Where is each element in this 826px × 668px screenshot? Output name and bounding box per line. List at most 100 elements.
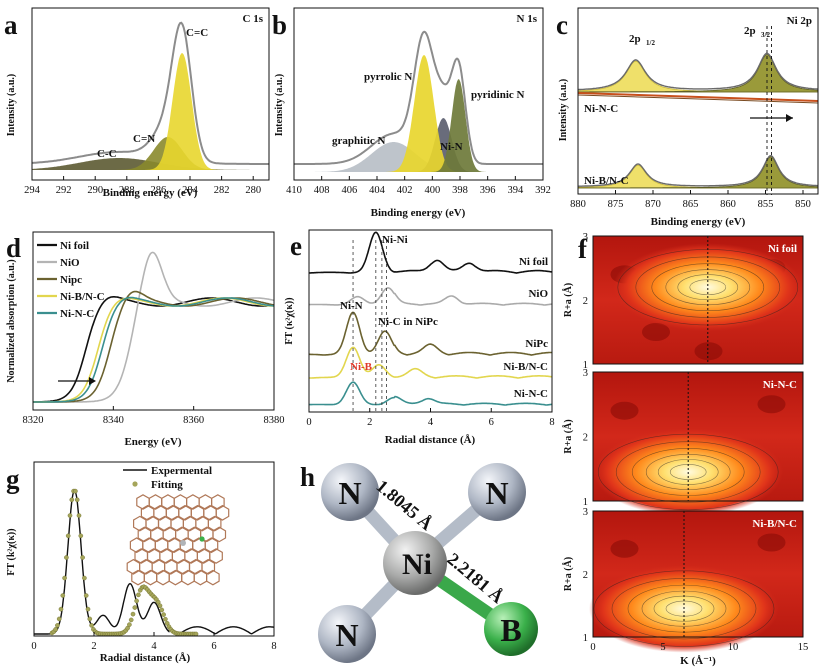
panel-f-ylabel-0: R+a (Å) xyxy=(562,283,574,317)
panel-b-xtick-label-6: 398 xyxy=(452,185,468,196)
panel-a-xtick-label-7: 280 xyxy=(245,185,261,196)
panel-a-xtick-label-2: 290 xyxy=(87,185,103,196)
panel-a-xtick-label-4: 286 xyxy=(151,185,167,196)
panel-g-fit-point xyxy=(132,605,138,610)
panel-h-atom-label-2: N xyxy=(335,617,358,653)
panel-a-xtick-label-5: 284 xyxy=(182,185,199,196)
panel-b-title: N 1s xyxy=(517,13,538,25)
panel-a-frame xyxy=(31,7,270,181)
panel-c-label-sub-b: 3/2 xyxy=(761,31,770,39)
panel-g-lattice-hex xyxy=(211,494,225,510)
panel-g-fit-point xyxy=(56,616,62,622)
panel-e-line-Ni-B-N-C xyxy=(308,346,553,379)
panel-h-atom-label-0: N xyxy=(338,475,361,511)
panel-f-ytick-0-1: 2 xyxy=(583,296,588,307)
panel-g-fit-point xyxy=(83,593,89,598)
panel-f-frame-0 xyxy=(592,235,804,365)
panel-g-fit-point xyxy=(53,627,58,632)
panel-f-xtick-1: 5 xyxy=(660,642,665,653)
panel-f-title-2: Ni-B/N-C xyxy=(752,518,797,530)
panel-d-line-Ni-N-C xyxy=(33,296,275,403)
panel-f-ytick-1-1: 2 xyxy=(583,433,588,444)
panel-c-envelope-0 xyxy=(577,52,819,91)
panel-f-contour-0-5 xyxy=(689,279,727,296)
panel-g-fit-point xyxy=(159,607,165,613)
panel-a-xlabel: Binding energy (eV) xyxy=(103,187,198,199)
panel-g-fit-point xyxy=(67,513,73,518)
panel-a-xtick-label-6: 282 xyxy=(214,185,230,196)
panel-b-xtick-label-2: 406 xyxy=(341,185,357,196)
panel-e-xtick-label-1: 2 xyxy=(367,417,372,428)
panel-b-label-pyridinic: pyridinic N xyxy=(471,89,525,101)
panel-g-fit-point xyxy=(78,533,84,539)
panel-c-frame xyxy=(577,7,819,195)
panel-g-lattice-hex xyxy=(181,569,195,586)
panel-g-lattice-hex xyxy=(212,526,227,543)
panel-e-line-NiO xyxy=(309,287,553,306)
panel-b-xtick-label-8: 394 xyxy=(507,185,524,196)
panel-g-legend-exp: Expermental xyxy=(151,465,212,477)
panel-letter-h: h xyxy=(300,462,315,492)
panel-b-xtick-label-7: 396 xyxy=(480,185,496,196)
panel-h-atom-label-1: N xyxy=(485,475,508,511)
panel-g-fit-point xyxy=(69,497,75,503)
panel-g-xtick-label-2: 4 xyxy=(151,641,157,652)
panel-letter-d: d xyxy=(6,233,21,263)
panel-f-frame-2 xyxy=(592,510,804,638)
panel-a-peak-C=C xyxy=(32,53,269,170)
panel-e-label-2: NiPc xyxy=(525,338,548,350)
panel-f-xtick-3: 15 xyxy=(798,642,809,653)
panel-g-lattice-hex xyxy=(193,569,208,586)
panel-b-xlabel: Binding energy (eV) xyxy=(371,207,466,219)
panel-g-ylabel: FT (k²χ(κ)) xyxy=(6,528,17,575)
panel-letter-a: a xyxy=(4,10,18,40)
panel-b-ylabel: Intensity (a.u.) xyxy=(274,74,285,137)
panel-c-shift-arrowhead xyxy=(786,114,793,122)
panel-d-frame xyxy=(32,231,275,411)
panel-g-lattice-hex xyxy=(204,537,219,554)
panel-c-baseline-ninc xyxy=(577,92,819,102)
panel-f-contour-0-2 xyxy=(651,263,765,312)
panel-f-dark-spot-2-1 xyxy=(757,533,786,552)
panel-b-label-graphitic: graphitic N xyxy=(332,135,386,147)
panel-c-label-sub-a: 1/2 xyxy=(646,39,655,47)
panel-g-fit-point xyxy=(134,598,139,604)
panel-g-fit-point xyxy=(64,555,69,560)
panel-f-xlabel: K (Å⁻¹) xyxy=(680,655,716,667)
panel-g-inset-ni-atom xyxy=(180,540,186,546)
panel-f-contour-1-0 xyxy=(597,433,779,511)
panel-b-xtick-label-9: 392 xyxy=(535,185,551,196)
panel-f-ylabel-1: R+a (Å) xyxy=(562,419,574,453)
panel-g-lattice-hex xyxy=(201,558,216,575)
panel-f-dark-spot-2-0 xyxy=(610,539,639,558)
panel-b-xtick-label-1: 408 xyxy=(314,185,330,196)
panel-c-label-2p-a: 2p xyxy=(629,33,641,45)
panel-c-xtick-label-5: 855 xyxy=(758,199,774,210)
panel-b-xtick-label-4: 402 xyxy=(397,185,413,196)
panel-c-xtick-label-6: 850 xyxy=(795,199,811,210)
panel-g-fit-point xyxy=(60,593,66,598)
panel-e-label-4: Ni-N-C xyxy=(514,388,548,400)
panel-f-hotspot-0 xyxy=(612,243,803,332)
panel-h-atom-3 xyxy=(484,602,538,656)
panel-e-xtick-label-2: 4 xyxy=(428,417,434,428)
panel-g-fit-point xyxy=(62,575,67,581)
panel-c-xtick-label-4: 860 xyxy=(720,199,736,210)
panel-d-xtick-label-0: 8320 xyxy=(23,415,44,426)
panel-b-xtick-label-5: 400 xyxy=(424,185,440,196)
panel-f-title-0: Ni foil xyxy=(768,243,797,255)
panel-g-lattice-hex xyxy=(143,569,158,586)
panel-e-xtick-label-0: 0 xyxy=(306,417,311,428)
panel-b-label-pyrrolic: pyrrolic N xyxy=(364,71,412,83)
panel-c-baseline-ninc-2 xyxy=(577,94,819,104)
panel-e-line-NiPc xyxy=(309,311,552,356)
panel-f-ytick-2-0: 1 xyxy=(583,633,588,644)
panel-f-title-1: Ni-N-C xyxy=(763,379,797,391)
panel-e-ylabel: FT (κ²χ(κ)) xyxy=(284,297,295,344)
panel-g-fit-point xyxy=(128,617,134,623)
panel-g-fit-point xyxy=(82,575,87,581)
panel-g-xtick-label-4: 8 xyxy=(271,641,276,652)
panel-letter-f: f xyxy=(578,234,588,264)
panel-a-label-cc-double: C=C xyxy=(186,27,208,39)
panel-a-envelope xyxy=(32,21,269,165)
